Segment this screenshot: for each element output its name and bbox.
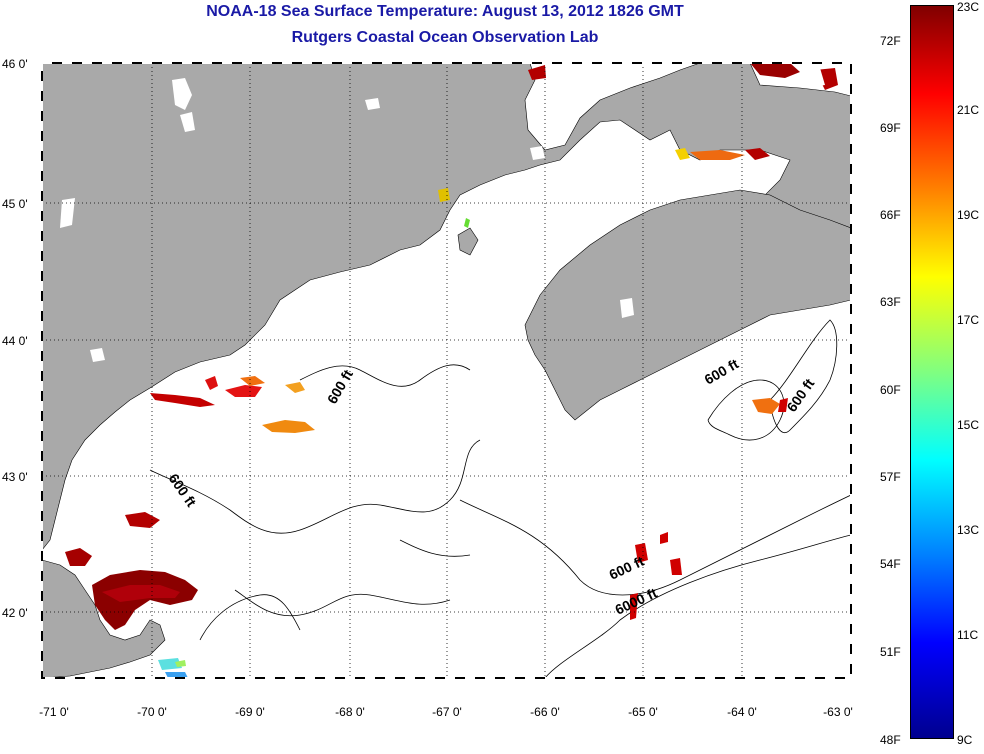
lon-tick: -69 0' <box>235 705 265 719</box>
colorbar-f-label: 66F <box>880 208 901 222</box>
lat-axis: 46 0' 45 0' 44 0' 43 0' 42 0' <box>2 57 28 620</box>
colorbar-c-label: 21C <box>957 103 980 117</box>
colorbar-c-label: 23C <box>957 0 980 14</box>
colorbar-c-label: 9C <box>957 733 973 747</box>
bathymetry-contours <box>149 319 851 678</box>
lon-tick: -70 0' <box>137 705 167 719</box>
colorbar-f-label: 72F <box>880 34 901 48</box>
lon-tick: -71 0' <box>39 705 69 719</box>
inland-lakes <box>60 68 825 362</box>
map-subtitle: Rutgers Coastal Ocean Observation Lab <box>291 29 599 46</box>
colorbar-f-label: 48F <box>880 733 901 747</box>
graticule <box>42 63 851 678</box>
lat-tick: 44 0' <box>2 334 28 348</box>
lat-tick: 46 0' <box>2 57 28 71</box>
colorbar-f-label: 69F <box>880 121 901 135</box>
colorbar-c-label: 17C <box>957 313 980 327</box>
lon-tick: -67 0' <box>432 705 462 719</box>
land-nova-scotia <box>524 189 851 421</box>
colorbar-c-label: 19C <box>957 208 980 222</box>
lon-axis: -71 0' -70 0' -69 0' -68 0' -67 0' -66 0… <box>39 705 853 719</box>
land-cape-cod <box>42 559 166 678</box>
colorbar-f-label: 63F <box>880 295 901 309</box>
colorbar-c-label: 15C <box>957 418 980 432</box>
map-title: NOAA-18 Sea Surface Temperature: August … <box>206 3 684 20</box>
lat-tick: 42 0' <box>2 606 28 620</box>
colorbar-c-label: 13C <box>957 523 980 537</box>
lon-tick: -68 0' <box>335 705 365 719</box>
map-frame-stripes <box>41 62 852 679</box>
colorbar-f-label: 51F <box>880 645 901 659</box>
land-island <box>457 227 479 256</box>
lon-tick: -65 0' <box>628 705 658 719</box>
colorbar-f-label: 57F <box>880 470 901 484</box>
lon-tick: -64 0' <box>727 705 757 719</box>
colorbar-f-label: 60F <box>880 383 901 397</box>
temperature-colorbar <box>910 5 954 739</box>
lat-tick: 43 0' <box>2 470 28 484</box>
sst-patches <box>65 63 838 678</box>
lat-tick: 45 0' <box>2 197 28 211</box>
lon-tick: -63 0' <box>823 705 853 719</box>
land-mainland <box>42 63 851 551</box>
colorbar-c-label: 11C <box>957 628 979 642</box>
colorbar-f-label: 54F <box>880 557 901 571</box>
lon-tick: -66 0' <box>530 705 560 719</box>
